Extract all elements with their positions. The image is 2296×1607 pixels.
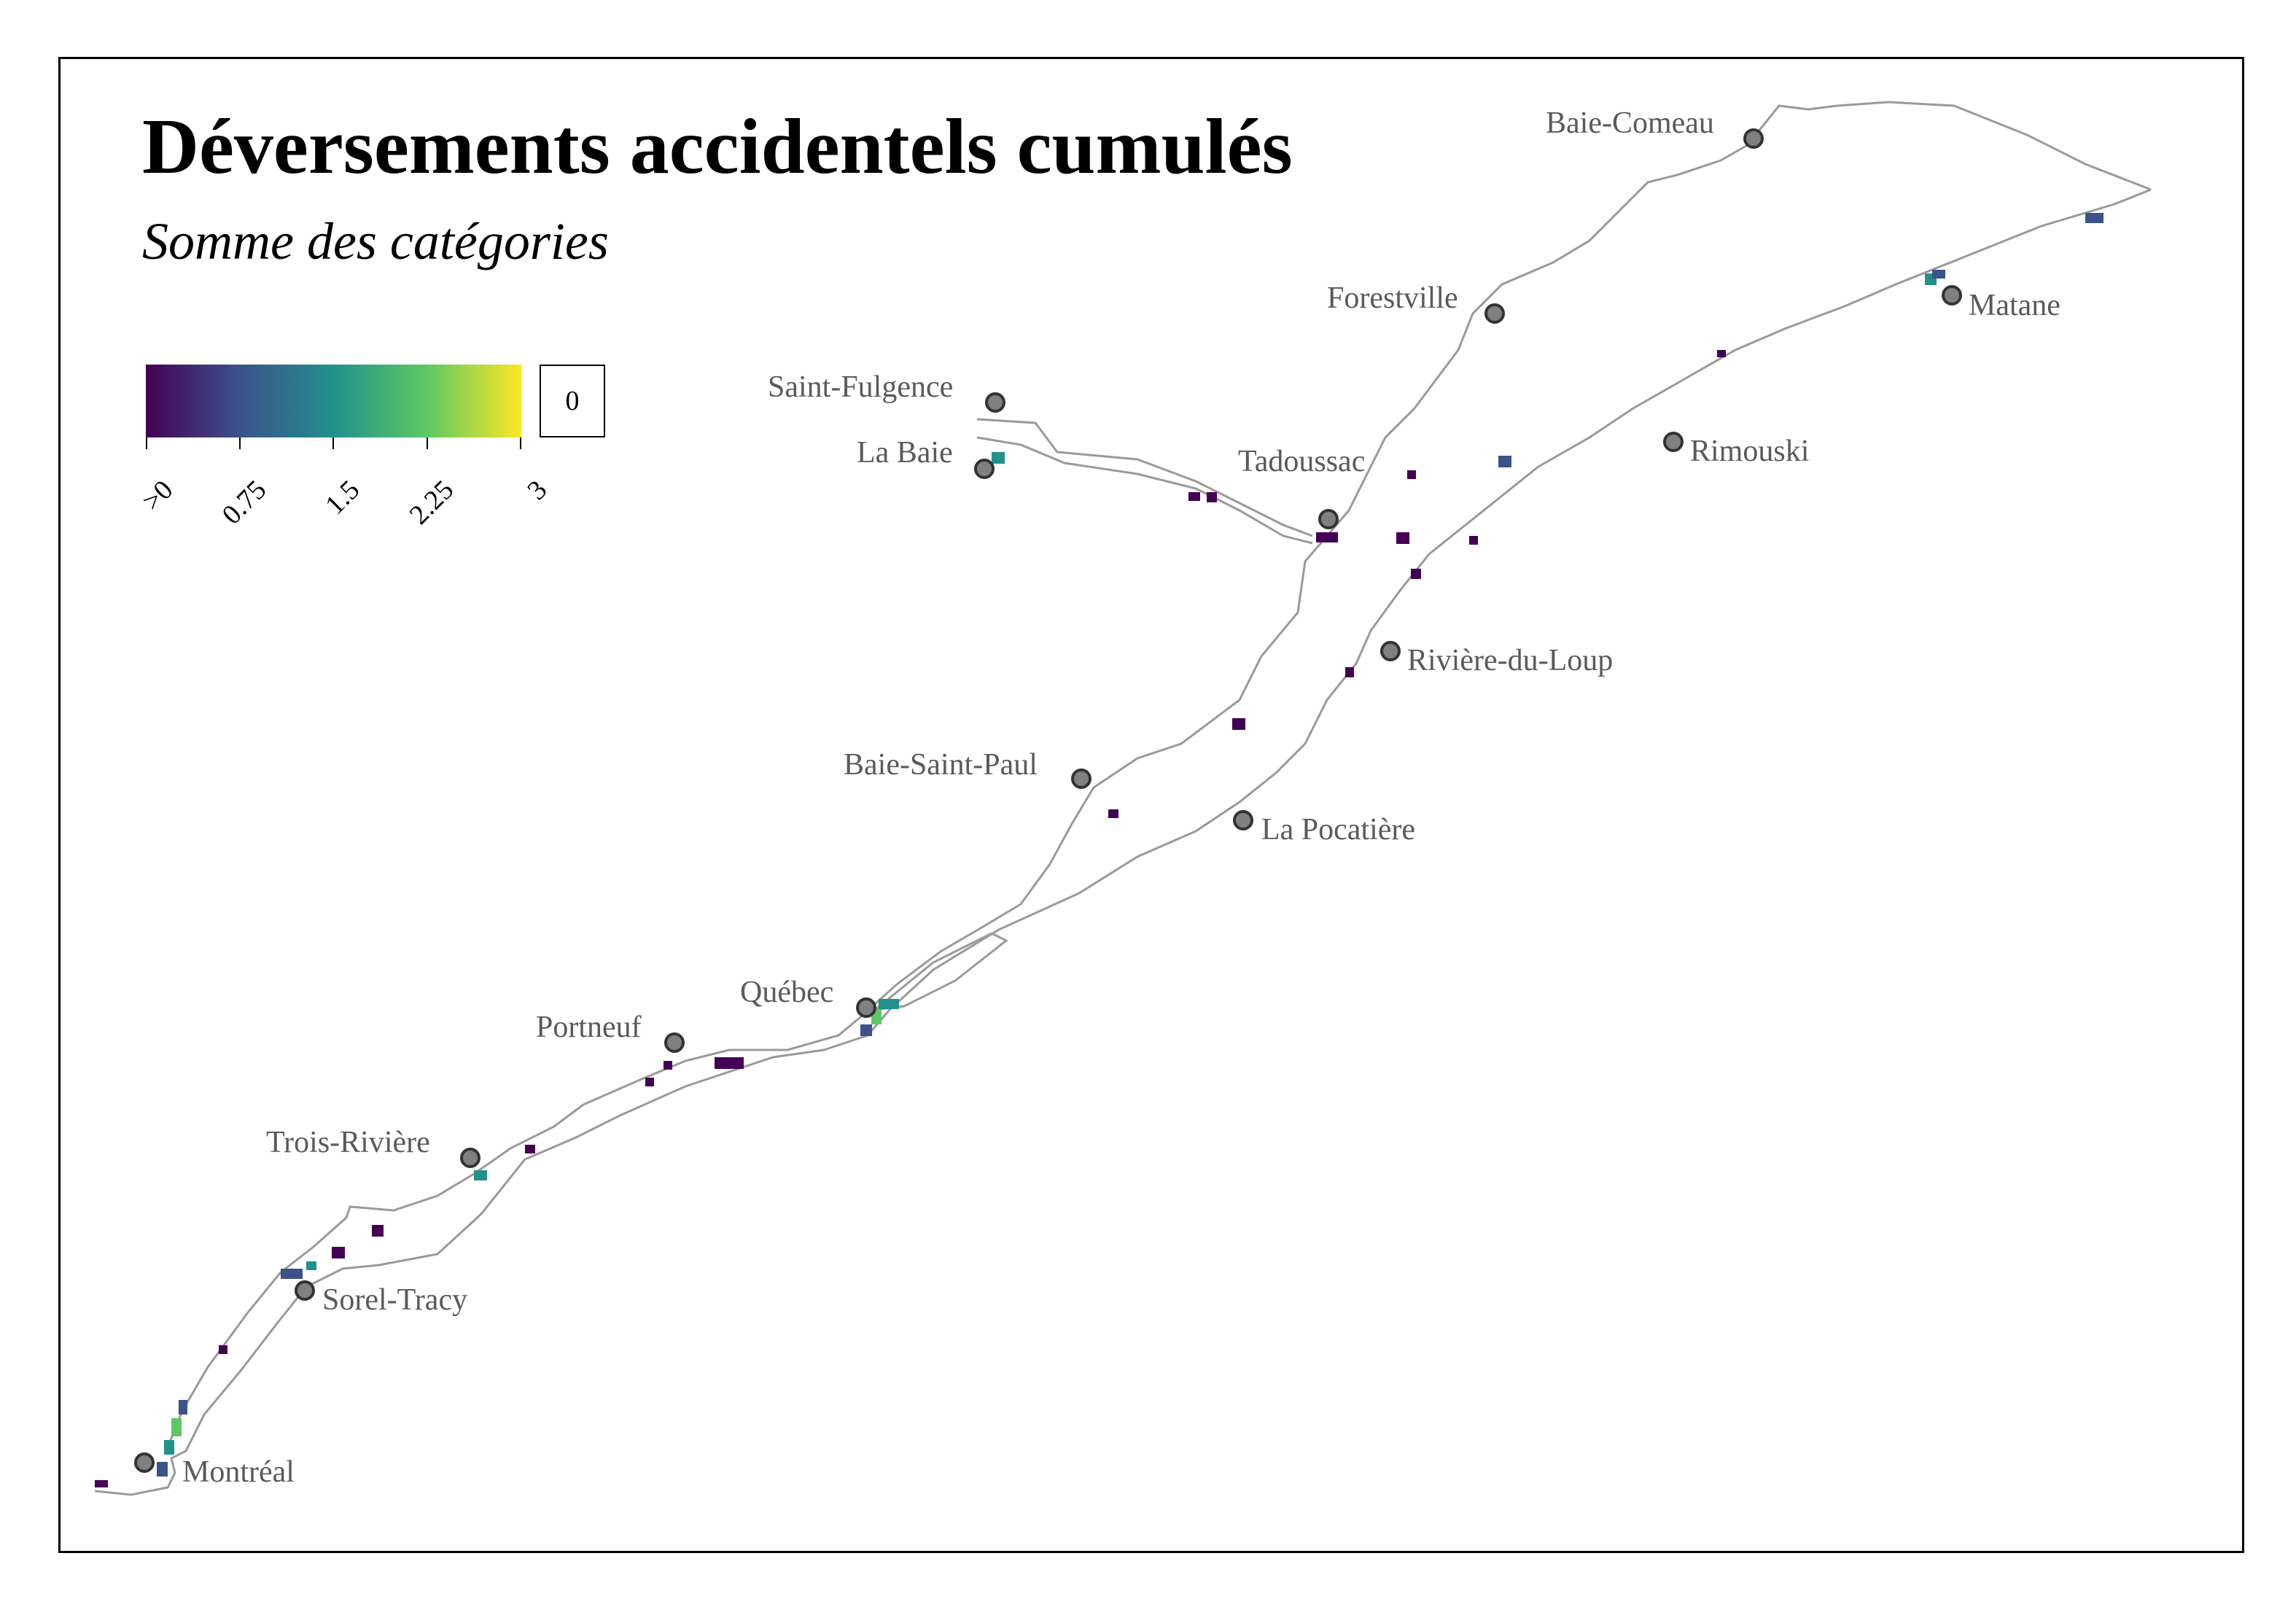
spill-cell [1407,470,1416,479]
city-marker [1071,769,1091,789]
spill-cell [1396,532,1409,544]
legend-tick [146,437,147,449]
spill-cell [219,1345,227,1354]
spill-cell [1411,569,1421,579]
spill-cell [332,1247,345,1258]
legend-tick [520,437,521,449]
spill-cell [164,1440,174,1455]
map-subtitle: Somme des catégories [142,212,609,271]
city-label: Rimouski [1690,435,1810,468]
spill-cell [1232,718,1245,730]
city-label: Rivière-du-Loup [1407,644,1614,677]
map-title: Déversements accidentels cumulés [142,104,1293,190]
city-label: Tadoussac [1238,445,1366,478]
legend-tick [332,437,334,449]
spill-cell [860,1024,872,1036]
north-shoreline [166,101,2152,1448]
city-label: Sorel-Tracy [322,1283,468,1317]
city-marker [974,459,995,479]
spill-cell [1207,492,1217,502]
city-label: Trois-Rivière [266,1126,430,1159]
spill-cell [1469,536,1478,545]
legend-tick [239,437,241,449]
spill-cells [95,213,2104,1487]
city-marker [1380,641,1401,661]
spill-cell [171,1418,182,1436]
spill-cell [1932,270,1945,279]
city-label: Portneuf [536,1011,642,1044]
city-label: Forestville [1327,281,1458,315]
city-label: Saint-Fulgence [768,370,954,404]
city-markers [134,128,1962,1473]
spill-cell [474,1170,487,1180]
spill-cell [992,452,1005,464]
island-orleans [871,932,1008,1012]
spill-cell [306,1261,316,1270]
city-marker [1484,303,1505,324]
legend-zero-label: 0 [565,386,580,416]
city-marker [1233,810,1253,830]
city-marker [664,1032,685,1053]
spill-cell [2085,213,2104,223]
spill-cell [372,1225,384,1237]
map-frame [58,57,2244,1553]
city-marker [856,997,876,1018]
city-label: Montréal [182,1455,295,1489]
city-marker [985,392,1005,413]
city-label: Québec [740,976,834,1009]
legend-colorbar [146,365,521,437]
spill-cell [179,1400,187,1415]
spill-cell [1345,667,1354,677]
spill-cell [157,1462,168,1476]
city-marker [460,1148,480,1168]
spill-cell [1498,456,1511,467]
city-label: La Pocatière [1261,813,1416,847]
spill-cell [1188,492,1200,501]
spill-cell [1717,350,1726,357]
saguenay-shoreline [976,418,1313,545]
city-marker [1318,509,1339,529]
spill-cell [95,1480,108,1487]
city-marker [295,1280,315,1301]
city-label: La Baie [857,436,953,470]
city-marker [1663,432,1684,452]
spill-cell [281,1269,303,1279]
city-marker [134,1452,155,1473]
legend-tick [427,437,428,449]
city-marker [1942,285,1962,306]
city-label: Matane [1969,289,2060,322]
spill-cell [879,999,899,1009]
spill-cell [715,1057,744,1069]
spill-cell [663,1061,672,1070]
south-shoreline [94,188,2152,1496]
legend-zero-box: 0 [540,365,605,437]
city-label: Baie-Comeau [1546,106,1714,140]
spill-cell [1316,532,1338,542]
city-label: Baie-Saint-Paul [844,748,1038,782]
spill-cell [525,1145,535,1153]
city-marker [1743,128,1764,149]
spill-cell [1108,809,1118,818]
spill-cell [645,1078,654,1086]
